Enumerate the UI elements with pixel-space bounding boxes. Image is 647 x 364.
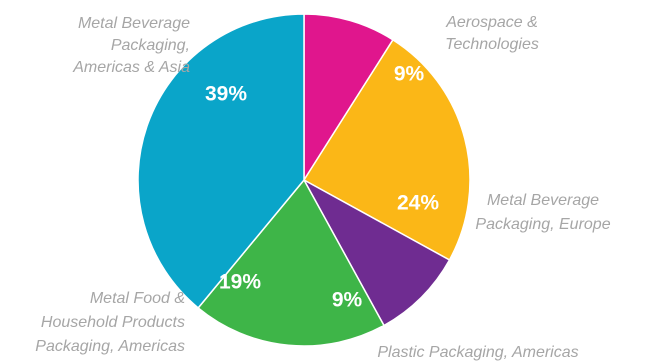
category-label: Aerospace & Technologies: [445, 14, 539, 53]
category-label-line: Americas & Asia: [72, 59, 190, 76]
pie-slice: [197, 178, 385, 347]
category-label-line: Metal Beverage: [78, 15, 190, 32]
pie-slices: [137, 13, 471, 347]
slice-percentage-label: 19%: [219, 271, 261, 294]
slice-percentage-label: 9%: [394, 63, 425, 86]
category-label-line: Household Products: [41, 314, 185, 331]
pie-slice: [302, 38, 471, 261]
category-label: Metal Beverage Packaging, Europe: [475, 192, 610, 233]
category-label-line: Technologies: [445, 36, 539, 53]
percentage-labels: 9% 24% 9% 19% 39%: [205, 63, 439, 312]
category-label-line: Metal Food &: [90, 290, 185, 307]
category-label-line: Packaging, Europe: [475, 216, 610, 233]
slice-percentage-label: 9%: [332, 289, 363, 312]
pie-slice: [137, 13, 305, 309]
slice-percentage-label: 39%: [205, 83, 247, 106]
slice-percentage-label: 24%: [397, 192, 439, 215]
category-label: Plastic Packaging, Americas: [377, 344, 578, 361]
category-label: Metal Food & Household Products Packaging,…: [35, 290, 185, 355]
category-label-line: Aerospace &: [445, 14, 538, 31]
pie-slice: [302, 178, 451, 327]
category-label-line: Packaging,: [111, 37, 190, 54]
category-label-line: Packaging, Americas: [35, 338, 185, 355]
category-label-line: Metal Beverage: [487, 192, 599, 209]
category-label-line: Plastic Packaging, Americas: [377, 344, 578, 361]
category-labels: Aerospace & Technologies Metal Beverage Pac…: [35, 14, 610, 361]
category-label: Metal Beverage Packaging, Americas & Asia: [72, 15, 190, 76]
pie-slice: [303, 13, 394, 183]
